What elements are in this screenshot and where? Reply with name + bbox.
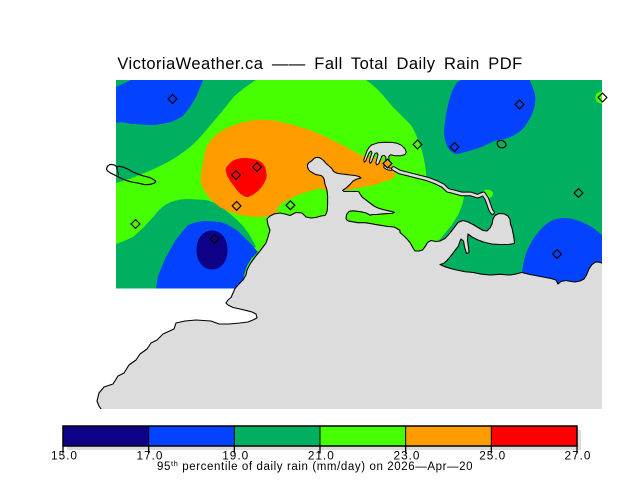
svg-text:27.0: 27.0 bbox=[565, 449, 592, 463]
svg-text:25.0: 25.0 bbox=[479, 449, 506, 463]
svg-text:23.0: 23.0 bbox=[394, 449, 421, 463]
svg-text:VictoriaWeather.ca —— Fall Tot: VictoriaWeather.ca —— Fall Total Daily R… bbox=[117, 55, 522, 73]
svg-text:21.0: 21.0 bbox=[308, 449, 335, 463]
svg-text:15.0: 15.0 bbox=[51, 449, 78, 463]
svg-text:19.0: 19.0 bbox=[222, 449, 249, 463]
svg-text:17.0: 17.0 bbox=[137, 449, 164, 463]
svg-text:95th percentile of daily rain: 95th percentile of daily rain (mm/day) o… bbox=[157, 459, 473, 473]
